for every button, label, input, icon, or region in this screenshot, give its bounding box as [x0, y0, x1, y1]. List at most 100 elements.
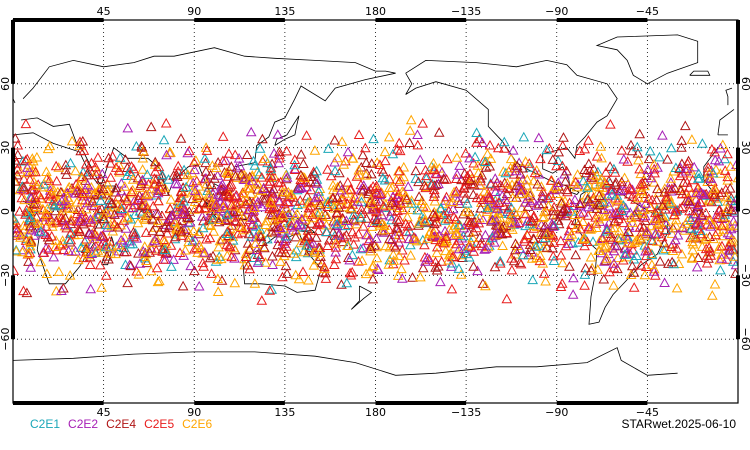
observation-marker — [141, 189, 153, 199]
observation-marker — [161, 149, 172, 160]
observation-marker — [163, 174, 174, 184]
observation-marker — [464, 152, 475, 163]
observation-marker — [312, 254, 323, 265]
observation-marker — [592, 186, 604, 197]
observation-marker — [365, 243, 377, 253]
observation-marker — [384, 233, 395, 244]
observation-marker — [640, 245, 651, 256]
observation-marker — [513, 217, 525, 228]
observation-marker — [347, 193, 359, 203]
observation-marker — [595, 197, 606, 207]
observation-marker — [295, 148, 307, 159]
observation-marker — [524, 218, 536, 229]
observation-marker — [21, 153, 33, 164]
observation-marker — [194, 239, 205, 250]
observation-marker — [371, 187, 382, 197]
observation-marker — [221, 250, 233, 260]
observation-marker — [254, 251, 266, 262]
observation-marker — [236, 222, 247, 232]
observation-marker — [714, 254, 725, 265]
observation-marker — [474, 212, 485, 223]
observation-marker — [369, 195, 381, 206]
observation-marker — [203, 188, 215, 199]
observation-marker — [557, 257, 568, 268]
observation-marker — [331, 192, 343, 202]
observation-marker — [489, 236, 500, 247]
observation-marker — [226, 251, 237, 262]
observation-marker — [360, 268, 372, 279]
observation-marker — [491, 212, 503, 222]
observation-marker — [25, 262, 37, 272]
observation-marker — [690, 187, 702, 198]
observation-marker — [153, 275, 165, 286]
observation-marker — [670, 214, 682, 225]
observation-marker — [307, 209, 318, 219]
frame-bars — [11, 18, 740, 405]
observation-marker — [574, 145, 586, 155]
observation-marker — [172, 195, 184, 206]
observation-marker — [145, 242, 157, 253]
observation-marker — [290, 231, 302, 242]
observation-marker — [618, 200, 629, 210]
observation-marker — [379, 220, 390, 230]
observation-marker — [556, 278, 568, 288]
observation-marker — [266, 226, 278, 237]
observation-marker — [448, 230, 460, 240]
observation-marker — [33, 189, 45, 200]
observation-marker — [642, 245, 654, 255]
observation-marker — [608, 279, 619, 290]
observation-marker — [395, 232, 407, 243]
observation-marker — [616, 144, 628, 155]
observation-marker — [348, 238, 360, 249]
observation-marker — [313, 225, 324, 236]
observation-marker — [60, 164, 72, 175]
observation-marker — [650, 227, 662, 238]
observation-marker — [338, 159, 350, 169]
observation-marker — [416, 198, 427, 209]
observation-marker — [272, 177, 284, 188]
observation-marker — [538, 268, 550, 278]
observation-marker — [552, 177, 564, 187]
observation-marker — [371, 217, 383, 227]
observation-marker — [712, 196, 724, 206]
observation-marker — [113, 239, 125, 250]
observation-marker — [651, 236, 663, 246]
observation-marker — [212, 189, 224, 200]
observation-marker — [685, 164, 697, 175]
observation-marker — [51, 244, 63, 255]
observation-marker — [334, 180, 346, 190]
observation-marker — [38, 247, 50, 257]
observation-marker — [524, 244, 536, 254]
observation-marker — [493, 197, 505, 207]
observation-marker — [224, 241, 236, 252]
observation-marker — [560, 240, 572, 251]
observation-marker — [500, 194, 511, 204]
observation-marker — [579, 280, 590, 290]
observation-marker — [453, 263, 465, 273]
observation-marker — [412, 139, 424, 150]
observation-marker — [610, 207, 622, 217]
observation-marker — [201, 233, 212, 244]
observation-marker — [305, 171, 317, 181]
observation-marker — [295, 219, 307, 230]
observation-marker — [391, 213, 403, 224]
observation-marker — [61, 169, 72, 179]
observation-marker — [275, 256, 286, 266]
observation-marker — [86, 157, 97, 168]
observation-marker — [149, 156, 161, 167]
observation-marker — [473, 217, 485, 228]
observation-marker — [149, 178, 161, 189]
observation-marker — [101, 219, 112, 230]
observation-marker — [368, 260, 379, 270]
observation-marker — [684, 205, 695, 216]
observation-marker — [13, 230, 21, 240]
product-date-stamp: STARwet.2025-06-10 — [621, 417, 736, 431]
observation-marker — [92, 152, 104, 162]
x-tick-label-top: −90 — [545, 5, 568, 18]
observation-marker — [329, 165, 341, 176]
observation-marker — [211, 198, 222, 209]
observation-marker — [21, 233, 32, 244]
observation-marker — [540, 275, 551, 286]
observation-marker — [450, 185, 462, 196]
observation-marker — [127, 202, 139, 212]
